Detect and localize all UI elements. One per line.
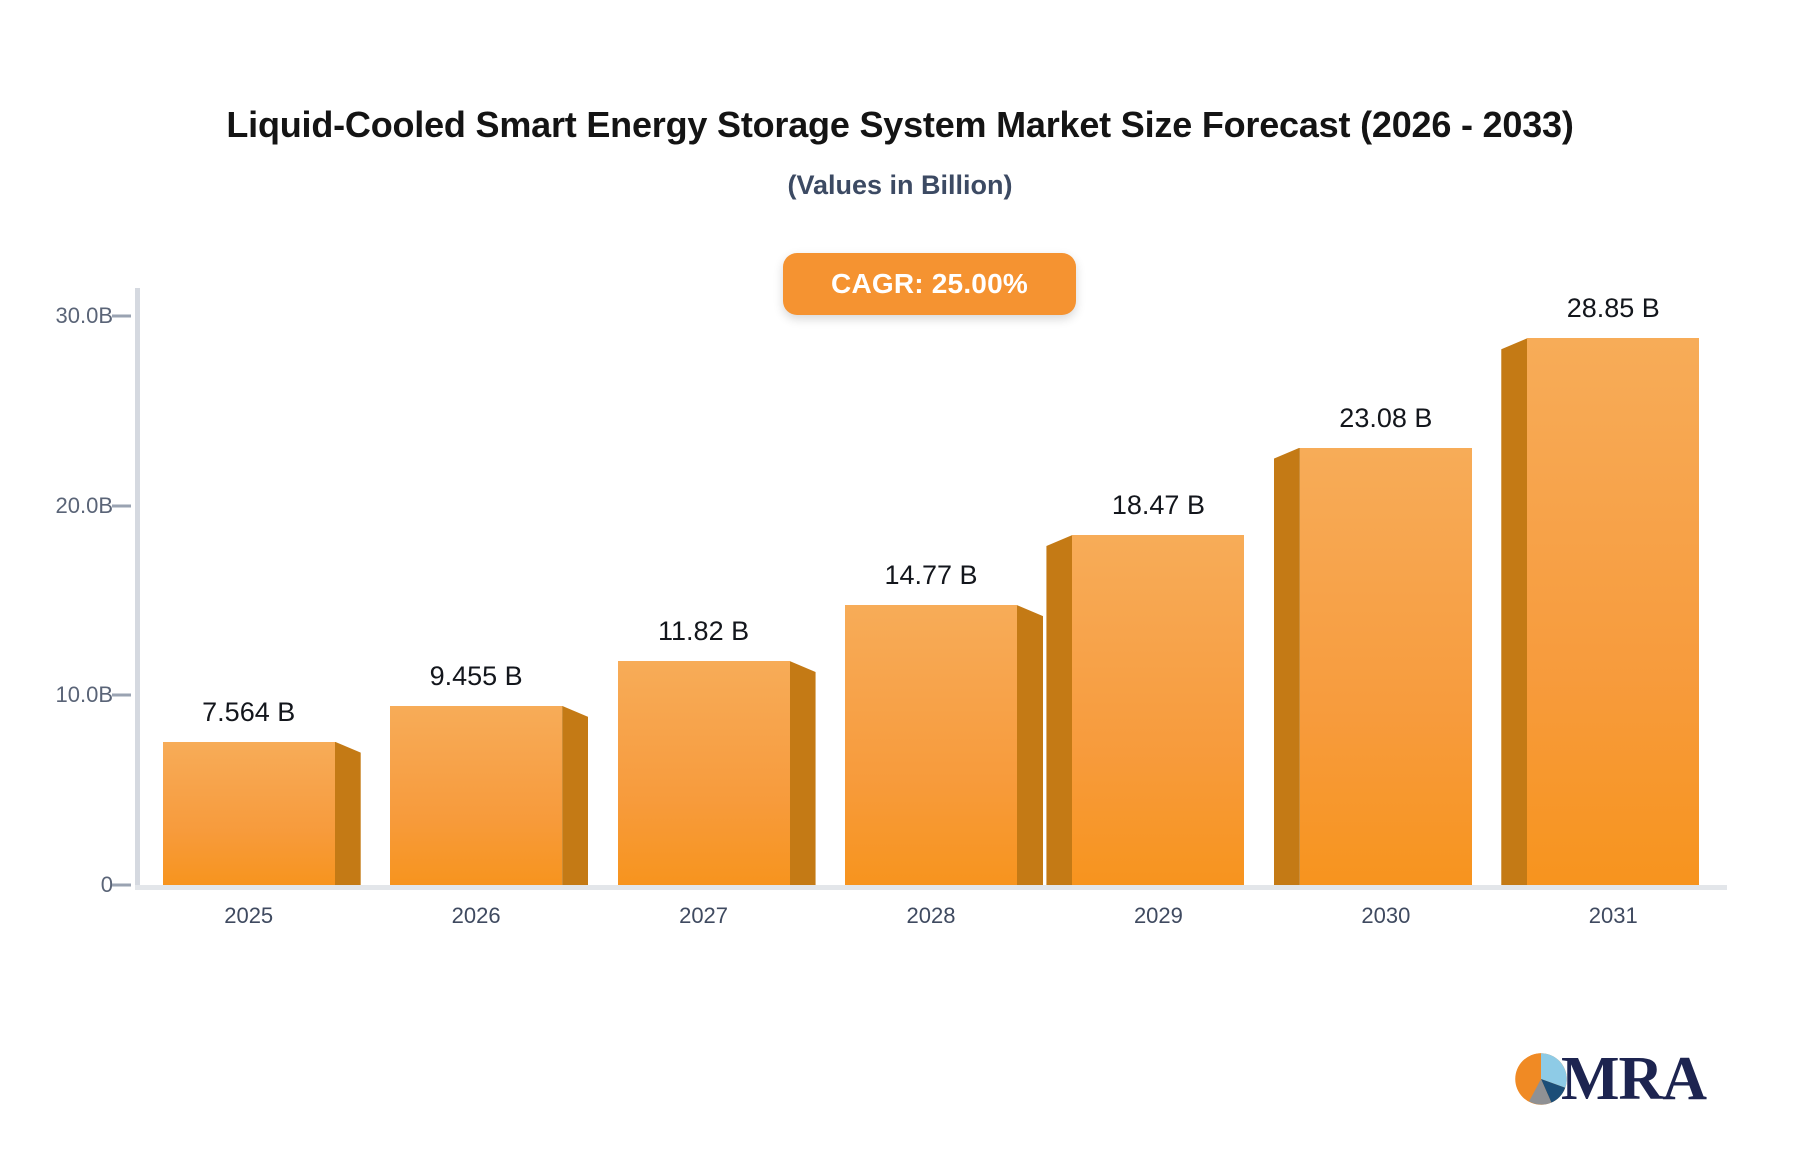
x-axis-tick-label: 2028 (906, 903, 956, 928)
y-axis-tick-label: 10.0B (55, 682, 114, 708)
y-axis-tick-mark (112, 504, 131, 508)
bar-2031[interactable]: 28.85 B (1501, 293, 1700, 885)
x-axis-line (135, 885, 1727, 890)
bar-side-panel (1017, 605, 1043, 885)
y-axis-line (135, 288, 140, 885)
plot-area: 7.564 B 9.455 B 11.82 B 14.77 B 18.47 B 23.08… (135, 288, 1727, 885)
page-title: Liquid-Cooled Smart Energy Storage Syste… (226, 104, 1574, 145)
cagr-badge-label: CAGR: 25.00% (831, 268, 1028, 299)
bar-2030[interactable]: 23.08 B (1273, 403, 1472, 885)
chart-subtitle: (Values in Billion) (787, 170, 1013, 200)
y-axis-tick-label: 0 (100, 872, 113, 897)
x-axis-tick-label: 2030 (1361, 903, 1411, 928)
bar-2025[interactable]: 7.564 B (162, 697, 361, 885)
x-axis-tick-label: 2025 (224, 903, 274, 928)
brand-logo: MRA (1513, 1040, 1707, 1118)
bar-side-panel (1501, 338, 1528, 885)
bar-2027[interactable]: 11.82 B (617, 616, 816, 885)
bar-side-panel (334, 741, 361, 885)
cagr-badge: CAGR: 25.00% (783, 253, 1076, 315)
bar-face (1299, 447, 1472, 885)
bar-face (162, 741, 335, 885)
bar-side-panel (1046, 534, 1073, 885)
y-axis-tick-label: 20.0B (55, 492, 114, 518)
logo-wordmark: MRA (1561, 1045, 1707, 1113)
bar-side-panel (789, 660, 816, 885)
bar-value-label: 23.08 B (1339, 402, 1433, 433)
pie-chart-icon (1515, 1053, 1567, 1105)
bar-face (1072, 534, 1245, 885)
bar-face (845, 605, 1017, 885)
bar-value-label: 18.47 B (1111, 489, 1205, 520)
bar-side-panel (562, 705, 589, 885)
bar-value-label: 28.85 B (1566, 293, 1660, 324)
bar-face (390, 705, 563, 885)
bar-value-label: 9.455 B (429, 660, 523, 691)
bar-side-panel (1273, 447, 1300, 885)
bar-face (1527, 338, 1700, 885)
bar-value-label: 7.564 B (202, 696, 296, 727)
x-axis-tick-label: 2029 (1133, 903, 1183, 928)
bar-2029[interactable]: 18.47 B (1046, 490, 1245, 885)
bar-2028[interactable]: 14.77 B (845, 560, 1043, 885)
bar-face (617, 660, 790, 885)
y-axis-tick-mark (112, 693, 131, 697)
x-axis-tick-label: 2026 (451, 903, 501, 928)
y-axis-tick-label: 30.0B (55, 303, 114, 329)
x-axis-tick-label: 2031 (1588, 903, 1638, 928)
bar-value-label: 14.77 B (884, 560, 978, 591)
bar-2026[interactable]: 9.455 B (390, 661, 589, 885)
bar-value-label: 11.82 B (658, 615, 750, 646)
x-axis-tick-label: 2027 (679, 903, 729, 928)
y-axis-tick-mark (112, 883, 131, 887)
y-axis-tick-mark (112, 314, 131, 318)
